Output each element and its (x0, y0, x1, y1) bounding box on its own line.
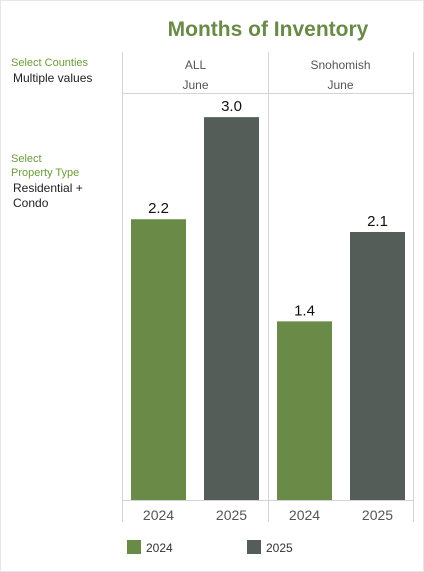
panel-divider-middle (268, 52, 269, 522)
panel-all-month-header: June (182, 78, 209, 92)
bar-all-2024[interactable] (131, 219, 186, 500)
chart-title: Months of Inventory (167, 18, 369, 41)
x-tick-label-all-2025: 2025 (216, 507, 247, 523)
property-filter-value-line2[interactable]: Condo (13, 196, 49, 210)
header-separator (122, 93, 414, 94)
legend-swatch-2025 (247, 540, 261, 554)
bar-snohomish-2024[interactable] (277, 321, 332, 500)
x-tick-label-all-2024: 2024 (143, 507, 174, 523)
bar-snohomish-2025[interactable] (350, 232, 405, 500)
panel-divider-left (122, 52, 123, 522)
counties-filter-value[interactable]: Multiple values (13, 71, 93, 85)
legend-label-2024: 2024 (146, 541, 173, 555)
data-label-snohomish-2024: 1.4 (294, 302, 315, 319)
bar-all-2025[interactable] (204, 117, 259, 501)
panel-divider-right (413, 52, 414, 522)
counties-filter-label: Select Counties (11, 57, 89, 69)
legend-swatch-2024 (127, 540, 141, 554)
property-filter-label-line2: Property Type (11, 167, 80, 179)
property-filter-label-line1: Select (11, 153, 42, 165)
legend-label-2025: 2025 (266, 541, 293, 555)
panel-all-county-header: ALL (184, 58, 207, 72)
property-filter-value-line1[interactable]: Residential + (13, 181, 83, 195)
data-label-all-2025: 3.0 (221, 98, 242, 115)
panel-snohomish-month-header: June (327, 78, 354, 92)
x-tick-label-snohomish-2025: 2025 (362, 507, 393, 523)
data-label-snohomish-2025: 2.1 (367, 213, 388, 230)
x-tick-label-snohomish-2024: 2024 (289, 507, 320, 523)
data-label-all-2024: 2.2 (148, 200, 169, 217)
x-axis-baseline (122, 500, 414, 501)
panel-snohomish-county-header: Snohomish (310, 58, 371, 72)
